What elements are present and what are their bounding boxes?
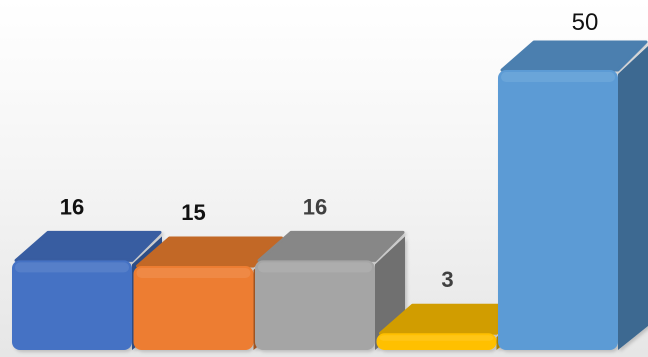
bar-highlight xyxy=(379,335,494,341)
bar-top-face xyxy=(500,40,648,72)
bar-highlight xyxy=(258,262,372,273)
data-label-bar-3: 16 xyxy=(303,194,327,219)
bar-front-face xyxy=(255,260,375,350)
bar-highlight xyxy=(501,72,615,82)
bar-side-face xyxy=(618,46,648,350)
data-label-bar-2: 15 xyxy=(181,200,205,225)
data-label-bar-1: 16 xyxy=(60,194,84,219)
bar-5 xyxy=(498,40,648,350)
data-label-bar-5: 50 xyxy=(572,9,599,36)
bar-front-face xyxy=(133,266,254,350)
bar-highlight xyxy=(136,268,251,278)
data-label-bar-4: 3 xyxy=(441,267,453,292)
bar-3 xyxy=(255,230,405,350)
bar-top-face xyxy=(14,230,162,262)
bar-2 xyxy=(133,236,284,350)
bar-front-face xyxy=(498,70,618,350)
bar-highlight xyxy=(15,262,129,273)
bars-layer xyxy=(12,40,648,350)
bar-front-face xyxy=(12,260,132,350)
data-labels-layer: 16 15 16 3 50 xyxy=(60,9,599,292)
